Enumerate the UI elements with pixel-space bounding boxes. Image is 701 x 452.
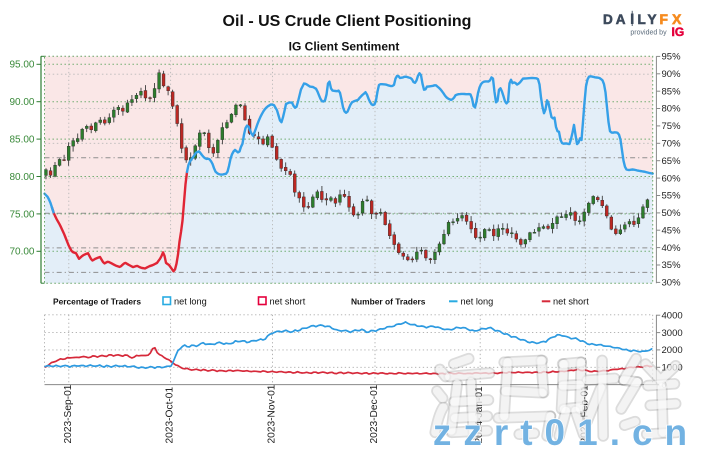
svg-text:75.00: 75.00 <box>9 209 34 220</box>
svg-text:LY: LY <box>638 12 660 27</box>
svg-text:95.00: 95.00 <box>9 60 34 71</box>
svg-text:70.00: 70.00 <box>9 247 34 258</box>
svg-text:3000: 3000 <box>662 328 683 339</box>
svg-text:2023-Oct-01: 2023-Oct-01 <box>165 387 176 444</box>
svg-text:provided by: provided by <box>630 30 667 37</box>
svg-text:50%: 50% <box>662 208 682 219</box>
svg-text:net short: net short <box>270 297 306 307</box>
svg-text:55%: 55% <box>662 191 682 202</box>
svg-text:Oil - US Crude Client Position: Oil - US Crude Client Positioning <box>223 13 472 30</box>
svg-text:40%: 40% <box>662 243 682 254</box>
svg-text:30%: 30% <box>662 278 682 289</box>
svg-text:net short: net short <box>553 297 589 307</box>
svg-text:4000: 4000 <box>662 310 683 321</box>
svg-text:85%: 85% <box>662 86 682 97</box>
svg-text:Percentage of Traders: Percentage of Traders <box>53 297 141 307</box>
svg-text:FX: FX <box>660 12 686 27</box>
svg-text:75%: 75% <box>662 121 682 132</box>
svg-text:IG: IG <box>672 25 685 39</box>
svg-text:45%: 45% <box>662 225 682 236</box>
svg-text:2023-Dec-01: 2023-Dec-01 <box>369 384 380 443</box>
svg-text:2023-Nov-01: 2023-Nov-01 <box>267 384 278 443</box>
svg-text:DA: DA <box>603 12 629 27</box>
svg-text:zzrt01.cn: zzrt01.cn <box>433 412 699 452</box>
svg-text:2000: 2000 <box>662 345 683 356</box>
svg-text:70%: 70% <box>662 139 682 150</box>
svg-text:85.00: 85.00 <box>9 135 34 146</box>
svg-text:2024-Feb-01: 2024-Feb-01 <box>579 385 590 444</box>
svg-text:60%: 60% <box>662 173 682 184</box>
svg-text:2023-Sep-01: 2023-Sep-01 <box>63 384 74 443</box>
svg-text:net long: net long <box>461 297 494 307</box>
svg-text:80%: 80% <box>662 104 682 115</box>
svg-text:95%: 95% <box>662 52 682 63</box>
svg-text:net long: net long <box>174 297 207 307</box>
svg-text:IG Client Sentiment: IG Client Sentiment <box>289 40 400 54</box>
svg-text:80.00: 80.00 <box>9 172 34 183</box>
svg-text:65%: 65% <box>662 156 682 167</box>
svg-text:Number of Traders: Number of Traders <box>351 297 426 307</box>
svg-text:90%: 90% <box>662 69 682 80</box>
svg-text:90.00: 90.00 <box>9 97 34 108</box>
svg-text:35%: 35% <box>662 260 682 271</box>
